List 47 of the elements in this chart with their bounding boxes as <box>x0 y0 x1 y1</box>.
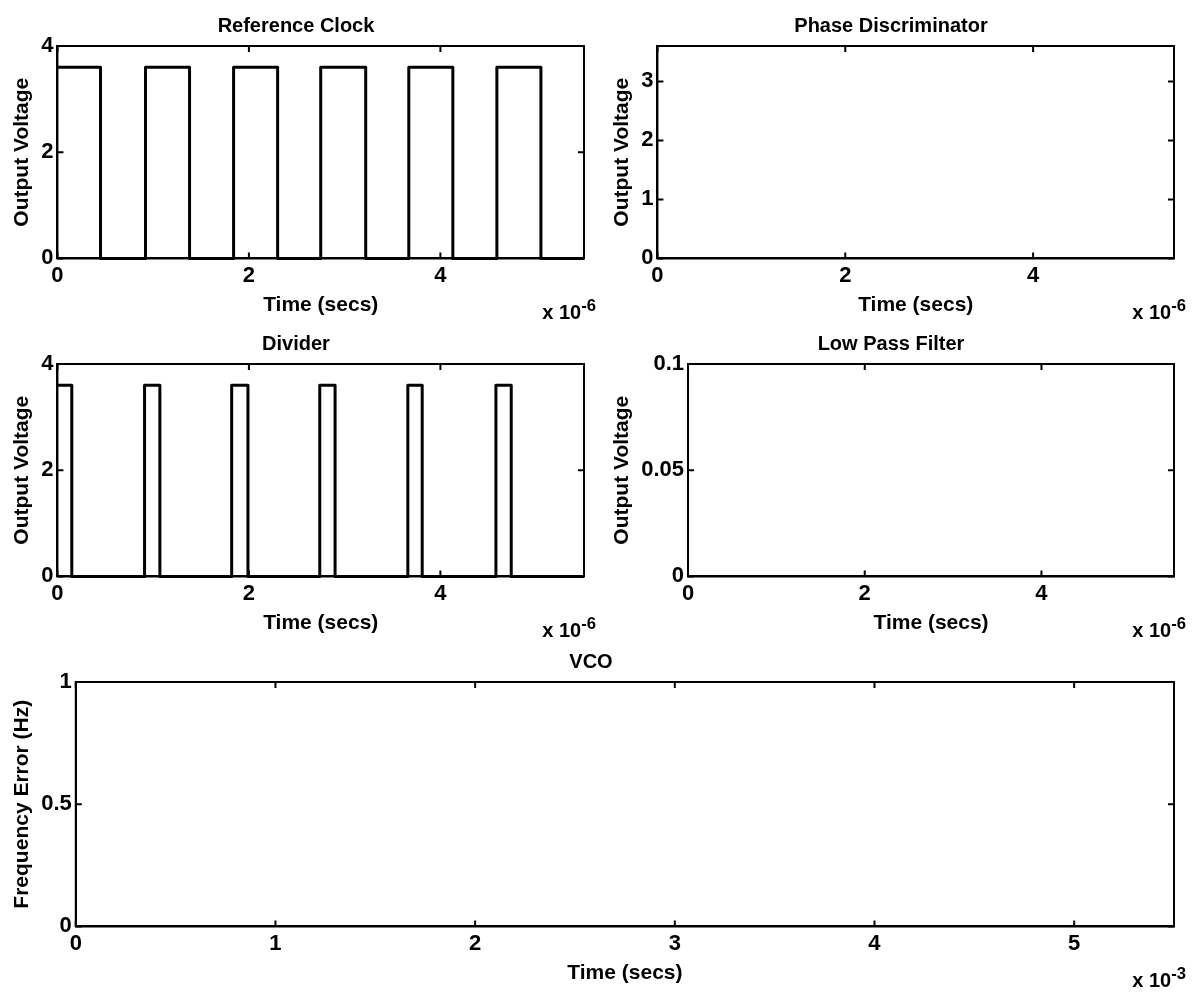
y-tick-label: 0 <box>41 562 54 588</box>
y-tick-label: 1 <box>59 668 72 694</box>
x-axis-title: Time (secs) <box>858 292 974 316</box>
x-axis-title: Time (secs) <box>567 960 683 984</box>
x-tick-label: 2 <box>242 579 256 605</box>
x-tick-label: 4 <box>1035 579 1049 605</box>
y-tick-label: 2 <box>641 126 654 152</box>
x-axis-title: Time (secs) <box>263 610 379 634</box>
chart-title: Reference Clock <box>217 13 376 36</box>
y-tick-label: 0.05 <box>641 456 685 482</box>
y-tick-label: 0 <box>41 244 54 270</box>
x-tick-label: 2 <box>839 261 852 287</box>
y-tick-label: 4 <box>41 32 55 58</box>
chart-title: Divider <box>262 331 331 354</box>
x-tick-label: 1 <box>269 929 282 955</box>
text: x 10$^{-6}$ <box>542 296 596 324</box>
text: x 10$^{-6}$ <box>1132 296 1186 324</box>
y-axis-title: Frequency Error (Hz) <box>9 699 33 909</box>
y-axis-title: Output Voltage <box>9 395 33 545</box>
y-tick-label: 0.1 <box>653 350 685 376</box>
y-tick-label: 3 <box>641 67 654 93</box>
x-axis-title: Time (secs) <box>263 292 379 316</box>
chart-title: Low Pass Filter <box>817 331 965 354</box>
x-tick-label: 5 <box>1068 929 1081 955</box>
y-tick-label: 0 <box>641 244 654 270</box>
x-tick-label: 4 <box>434 261 448 287</box>
y-axis-title: Output Voltage <box>609 395 633 545</box>
x-tick-label: 4 <box>868 929 882 955</box>
x-tick-label: 2 <box>469 929 482 955</box>
chart-title: Phase Discriminator <box>794 13 988 36</box>
x-tick-label: 2 <box>242 261 256 287</box>
text: x 10$^{-6}$ <box>1132 614 1186 642</box>
x-axis-title: Time (secs) <box>873 610 989 634</box>
y-tick-label: 2 <box>41 138 54 164</box>
chart-title: VCO <box>569 649 613 672</box>
y-axis-title: Output Voltage <box>609 77 633 227</box>
text: x 10$^{-6}$ <box>542 614 596 642</box>
x-tick-label: 4 <box>434 579 448 605</box>
y-tick-label: 1 <box>641 185 654 211</box>
y-tick-label: 0.5 <box>41 790 72 816</box>
x-tick-label: 2 <box>858 579 871 605</box>
y-tick-label: 0 <box>59 912 72 938</box>
x-tick-label: 4 <box>1026 261 1040 287</box>
y-tick-label: 2 <box>41 456 54 482</box>
y-axis-title: Output Voltage <box>9 77 33 227</box>
y-tick-label: 4 <box>41 350 55 376</box>
text: x 10$^{-3}$ <box>1132 964 1186 992</box>
